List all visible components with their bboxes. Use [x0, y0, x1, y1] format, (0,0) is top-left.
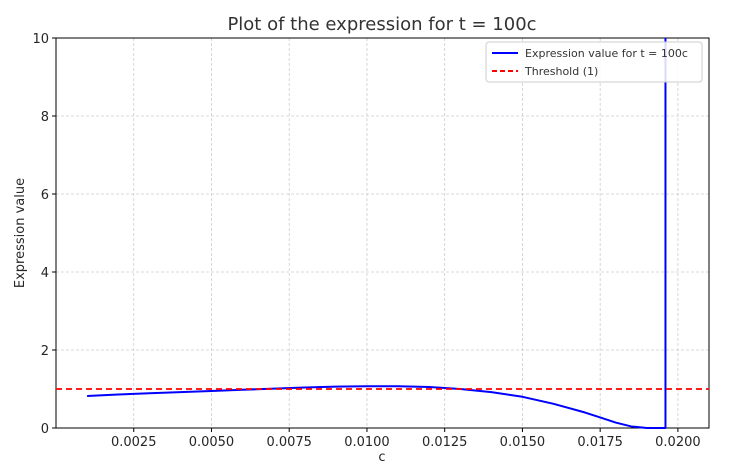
- legend: Expression value for t = 100c Threshold …: [485, 41, 703, 83]
- x-tick-label: 0.0025: [111, 435, 157, 450]
- legend-label-threshold: Threshold (1): [524, 65, 598, 78]
- legend-box: [485, 41, 703, 83]
- x-axis-label: c: [378, 450, 385, 465]
- x-tick-label: 0.0125: [422, 435, 468, 450]
- y-tick-label: 4: [41, 266, 49, 281]
- y-axis: 0 2 4 6 8 10: [32, 32, 56, 437]
- y-tick-label: 2: [41, 344, 49, 359]
- x-tick-label: 0.0200: [655, 435, 701, 450]
- plot-frame: [55, 37, 710, 429]
- expression-line: [87, 38, 667, 429]
- y-tick-label: 6: [41, 188, 49, 203]
- chart-title: Plot of the expression for t = 100c: [227, 14, 536, 35]
- y-tick-label: 8: [41, 110, 49, 125]
- series-lines: [56, 38, 709, 429]
- y-axis-label: Expression value: [13, 178, 28, 288]
- x-tick-label: 0.0050: [189, 435, 235, 450]
- x-tick-label: 0.0100: [344, 435, 390, 450]
- x-tick-label: 0.0150: [500, 435, 546, 450]
- x-tick-label: 0.0175: [577, 435, 623, 450]
- x-axis: 0.0025 0.0050 0.0075 0.0100 0.0125 0.0150 0.01…: [111, 428, 701, 450]
- y-tick-label: 0: [41, 422, 49, 437]
- legend-label-expression: Expression value for t = 100c: [525, 47, 688, 60]
- x-tick-label: 0.0075: [266, 435, 312, 450]
- grid: [56, 37, 709, 429]
- y-tick-label: 10: [32, 32, 49, 47]
